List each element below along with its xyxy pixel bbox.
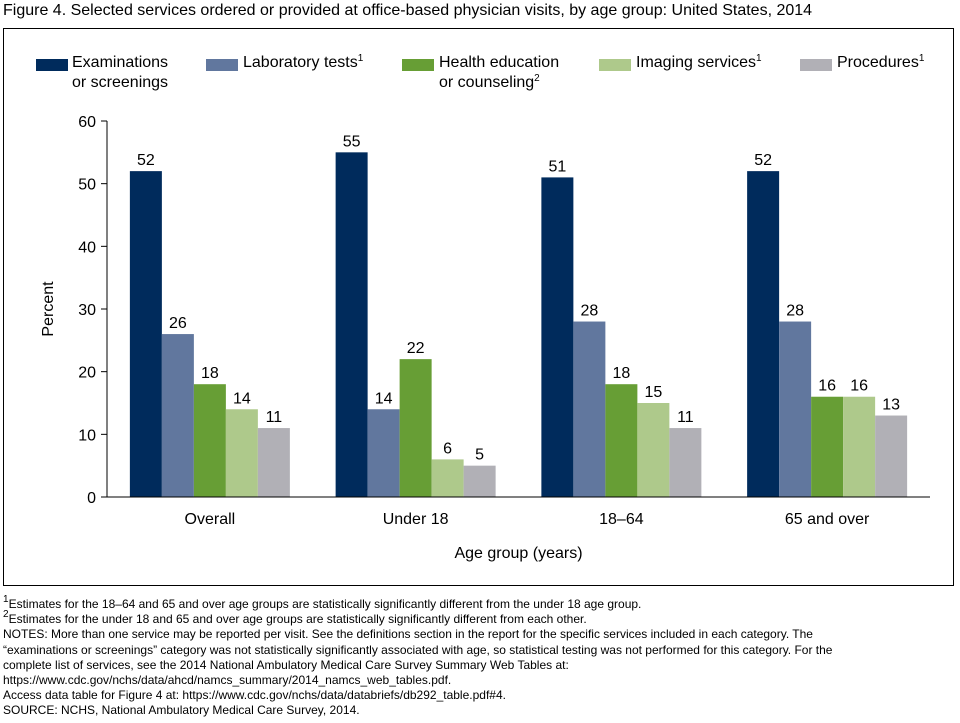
bar [541, 177, 574, 497]
legend-label-health-education-line1: Health education [439, 54, 560, 71]
bar-value-label: 52 [754, 152, 772, 169]
bar-value-label: 28 [786, 303, 804, 320]
bar [225, 409, 258, 497]
bar [367, 409, 400, 497]
bar-value-label: 11 [677, 409, 694, 426]
notes-line-3: complete list of services, see the 2014 … [3, 657, 569, 672]
footnote-2-marker: 2 [3, 609, 9, 621]
y-tick-label: 10 [78, 427, 96, 444]
notes-source: SOURCE: NCHS, National Ambulatory Medica… [3, 703, 360, 718]
chart-frame [3, 28, 954, 586]
x-axis-title: Age group (years) [454, 545, 582, 562]
bar [843, 396, 876, 497]
figure-notes: 1Estimates for the 18–64 and 65 and over… [3, 594, 953, 719]
footnote-1-text: Estimates for the 18–64 and 65 and over … [8, 597, 642, 611]
x-category-label: Overall [185, 511, 236, 528]
bar-value-label: 11 [266, 409, 283, 426]
bar [129, 171, 162, 497]
legend-swatch-examinations [36, 59, 68, 71]
y-axis-title: Percent [40, 281, 57, 337]
x-category-label: 65 and over [785, 511, 870, 528]
legend-sup-imaging: 1 [756, 53, 762, 64]
footnote-1: 1Estimates for the 18–64 and 65 and over… [3, 594, 953, 612]
bar [669, 428, 702, 497]
y-tick-label: 50 [78, 177, 96, 194]
footnote-2: 2Estimates for the under 18 and 65 and o… [3, 609, 953, 627]
legend-label-procedures: Procedures [837, 54, 919, 71]
legend-swatch-imaging [599, 59, 631, 71]
bar-value-label: 14 [233, 390, 251, 407]
bar [399, 359, 432, 497]
notes-line-1: NOTES: More than one service may be repo… [3, 627, 813, 642]
bar [811, 396, 844, 497]
bar-value-label: 51 [548, 158, 566, 175]
bar-value-label: 16 [850, 378, 868, 395]
bar-value-label: 52 [137, 152, 155, 169]
x-category-label: Under 18 [383, 511, 449, 528]
legend-sup-health-education: 2 [534, 73, 540, 84]
bar [431, 459, 464, 497]
bar-value-label: 18 [612, 365, 630, 382]
y-tick-label: 0 [87, 490, 96, 507]
legend-swatch-laboratory [206, 59, 238, 71]
bar [463, 465, 496, 497]
bar [257, 428, 290, 497]
bar-value-label: 55 [343, 133, 361, 150]
legend-label-imaging: Imaging services [636, 54, 757, 71]
legend-swatch-health-education [402, 59, 434, 71]
bar [161, 334, 194, 497]
bar-value-label: 15 [644, 384, 662, 401]
legend-label-laboratory: Laboratory tests [243, 54, 358, 71]
bar-value-label: 16 [818, 378, 836, 395]
notes-line-2: “examinations or screenings” category wa… [3, 642, 833, 657]
legend-label-health-education-line2: or counseling [439, 74, 535, 91]
bar [875, 415, 908, 497]
bar [573, 321, 606, 497]
x-category-label: 18–64 [599, 511, 644, 528]
bar [637, 403, 670, 497]
legend-sup-procedures: 1 [918, 53, 925, 64]
legend-swatch-procedures [800, 59, 832, 71]
bar-value-label: 14 [375, 390, 393, 407]
bar-chart: 0102030405060Percent5226181411Overall551… [40, 114, 930, 562]
bar [605, 384, 638, 497]
bar-value-label: 22 [407, 340, 425, 357]
bar-value-label: 28 [580, 303, 598, 320]
y-tick-label: 20 [78, 365, 96, 382]
bar [335, 152, 368, 498]
y-tick-label: 30 [78, 302, 96, 319]
bar-value-label: 26 [169, 315, 187, 332]
notes-link-web-tables[interactable]: https://www.cdc.gov/nchs/data/ahcd/namcs… [3, 673, 452, 688]
bar-value-label: 6 [443, 440, 452, 457]
legend-sup-laboratory: 1 [357, 53, 364, 64]
bar [779, 321, 812, 497]
footnote-2-text: Estimates for the under 18 and 65 and ov… [8, 612, 587, 627]
bar [193, 384, 226, 497]
y-tick-label: 60 [78, 114, 96, 131]
bar-value-label: 5 [475, 447, 484, 464]
legend-label-examinations-line1: Examinations [72, 54, 169, 71]
bar [747, 171, 780, 497]
footnote-1-marker: 1 [3, 594, 9, 605]
legend-label-examinations-line2: or screenings [72, 74, 169, 91]
bar-value-label: 13 [882, 397, 900, 414]
bar-value-label: 18 [201, 365, 219, 382]
notes-access-data-table[interactable]: Access data table for Figure 4 at: https… [3, 688, 506, 703]
figure-title: Figure 4. Selected services ordered or p… [3, 2, 813, 19]
y-tick-label: 40 [78, 239, 96, 256]
